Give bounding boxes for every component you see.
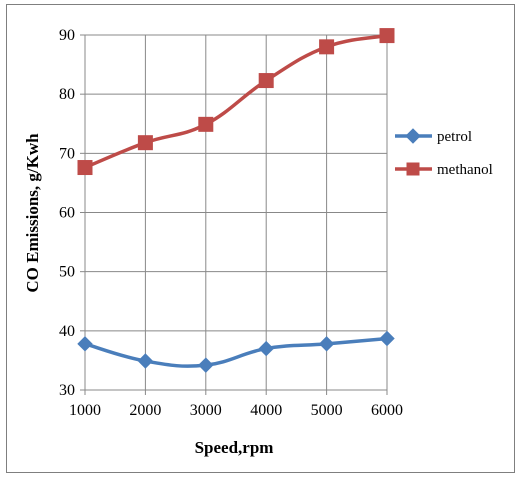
data-point-methanol xyxy=(319,39,335,55)
y-tick-label: 90 xyxy=(59,27,75,44)
series-methanol xyxy=(77,28,395,176)
x-axis-title: Speed,rpm xyxy=(195,438,274,457)
legend-item-petrol: petrol xyxy=(395,128,472,145)
data-point-methanol xyxy=(77,160,93,176)
data-point-methanol xyxy=(137,135,153,151)
data-point-methanol xyxy=(198,116,214,132)
y-tick-label: 80 xyxy=(59,86,75,103)
y-tick-label: 70 xyxy=(59,145,75,162)
data-point-petrol xyxy=(137,353,154,369)
x-tick-label: 4000 xyxy=(250,402,282,419)
x-tick-label: 2000 xyxy=(129,402,161,419)
legend-label: methanol xyxy=(437,162,493,178)
grid xyxy=(80,34,388,395)
x-tick-label: 5000 xyxy=(311,402,343,419)
legend-item-methanol: methanol xyxy=(395,162,493,178)
series-line-methanol xyxy=(84,33,388,170)
data-point-methanol xyxy=(258,73,274,89)
x-tick-label: 6000 xyxy=(371,402,403,419)
y-tick-label: 40 xyxy=(59,323,75,340)
series-layer xyxy=(77,28,395,373)
tick-labels: 30 40 50 60 70 80 90 1000 2000 3000 4000 5000 6000 xyxy=(59,27,403,419)
legend-swatch-marker xyxy=(405,128,421,144)
series-line-petrol xyxy=(84,336,388,368)
x-tick-label: 1000 xyxy=(69,402,101,419)
data-point-petrol xyxy=(379,330,395,347)
y-axis-title: CO Emissions, g/Kwh xyxy=(23,133,42,293)
y-tick-label: 60 xyxy=(59,205,75,222)
legend-swatch-marker xyxy=(406,162,420,176)
data-point-methanol xyxy=(379,28,395,44)
data-point-petrol xyxy=(318,336,335,352)
legend: petrol methanol xyxy=(395,128,493,178)
y-tick-label: 30 xyxy=(59,382,75,399)
x-tick-label: 3000 xyxy=(190,402,222,419)
series-petrol xyxy=(77,330,395,373)
y-tick-label: 50 xyxy=(59,264,75,281)
legend-label: petrol xyxy=(437,129,472,145)
data-point-petrol xyxy=(77,336,93,352)
data-point-petrol xyxy=(198,357,214,373)
data-point-petrol xyxy=(258,340,274,357)
